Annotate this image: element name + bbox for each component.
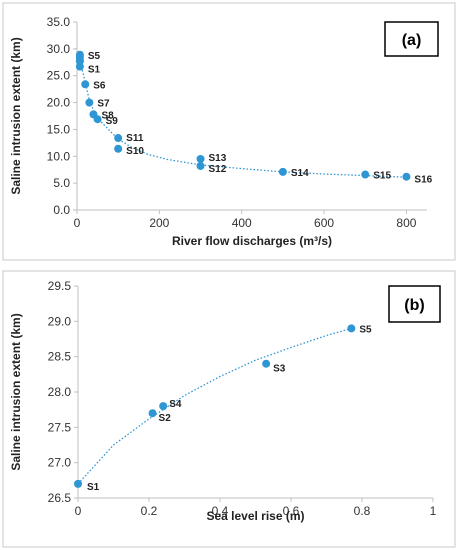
- panel-b-y-tick-label: 28.0: [48, 385, 72, 399]
- panel-a-point-label-s5: S5: [88, 51, 101, 62]
- panel-a-point-s9: [93, 115, 102, 124]
- panel-a-x-tick-label: 0: [74, 216, 81, 230]
- panel-b-y-tick-label: 27.0: [48, 456, 72, 470]
- panel-b-point-label-s4: S4: [169, 399, 182, 410]
- panel-b-x-tick-label: 0.6: [283, 504, 300, 518]
- panel-b-x-tick-label: 0.8: [354, 504, 371, 518]
- panel-a-point-label-s9: S9: [106, 116, 119, 127]
- panel-b-y-tick-label: 29.5: [48, 279, 72, 293]
- panel-b-x-tick-label: 0.2: [141, 504, 158, 518]
- panel-a-point-s1: [75, 62, 84, 71]
- panel-b-tag-box: [388, 285, 441, 323]
- panel-a-y-tick-label: 30.0: [47, 42, 71, 56]
- panel-a-x-tick-label: 400: [232, 216, 252, 230]
- panel-a-point-label-s13: S13: [209, 153, 227, 164]
- panel-a-y-tick-label: 15.0: [47, 122, 71, 136]
- panel-a-point-label-s16: S16: [414, 175, 432, 186]
- panel-b-y-axis-title: Saline intrusion extent (km): [9, 313, 23, 470]
- panel-a-point-s14: [278, 167, 287, 176]
- panel-a-y-tick-label: 20.0: [47, 96, 71, 110]
- panel-b-point-label-s2: S2: [159, 413, 172, 424]
- panel-b-x-tick-label: 0.4: [212, 504, 229, 518]
- panel-a-point-s13: [196, 154, 205, 163]
- panel-a-x-tick-label: 200: [149, 216, 169, 230]
- panel-a-point-s12: [196, 161, 205, 170]
- panel-a-y-tick-label: 10.0: [47, 149, 71, 163]
- panel-b-y-tick-label: 29.0: [48, 314, 72, 328]
- panel-a-point-label-s6: S6: [93, 80, 106, 91]
- panel-b-point-s4: [159, 402, 168, 411]
- panel-a-tag-box: [384, 21, 439, 57]
- panel-b-point-label-s5: S5: [359, 324, 372, 335]
- panel-a-point-s16: [402, 172, 411, 181]
- panel-b-x-tick-label: 0: [75, 504, 82, 518]
- panel-b-x-tick-label: 1: [430, 504, 437, 518]
- panel-b-point-label-s1: S1: [87, 482, 100, 493]
- panel-a-point-label-s11: S11: [126, 133, 144, 144]
- panel-b-y-tick-label: 26.5: [48, 491, 72, 505]
- panel-a-point-label-s15: S15: [373, 171, 391, 182]
- panel-a-point-label-s14: S14: [291, 168, 309, 179]
- panel-b-point-s5: [347, 324, 356, 333]
- panel-a-point-label-s12: S12: [209, 164, 227, 175]
- panel-a-y-tick-label: 25.0: [47, 69, 71, 83]
- panel-a-trendline: [78, 56, 407, 178]
- panel-a-point-s7: [85, 98, 94, 107]
- panel-a-y-tick-label: 5.0: [53, 176, 70, 190]
- panel-a-y-axis-title: Saline intrusion extent (km): [9, 37, 23, 194]
- panel-a-point-s10: [114, 144, 123, 153]
- panel-a-point-label-s1: S1: [88, 65, 101, 76]
- panel-b-trendline: [77, 327, 352, 485]
- panel-b-point-label-s3: S3: [273, 364, 286, 375]
- panel-a-y-tick-label: 35.0: [47, 15, 71, 29]
- panel-b-point-s2: [148, 409, 157, 418]
- panel-b-y-tick-label: 27.5: [48, 420, 72, 434]
- panel-b-frame: [2, 270, 456, 548]
- panel-a-point-label-s10: S10: [126, 146, 144, 157]
- panel-b-tag-label: (b): [404, 297, 424, 314]
- panel-a-x-tick-label: 600: [314, 216, 334, 230]
- panel-a-tag-label: (a): [402, 32, 422, 49]
- panel-b-point-s3: [262, 359, 271, 368]
- panel-a-x-tick-label: 800: [396, 216, 416, 230]
- panel-a-x-axis-title: River flow discharges (m³/s): [172, 234, 332, 248]
- panel-a-point-s11: [114, 134, 123, 143]
- panel-a-point-s6: [81, 80, 90, 89]
- panel-b-x-axis-title: Sea level rise (m): [206, 509, 304, 523]
- panel-b-y-tick-label: 28.5: [48, 350, 72, 364]
- panel-a-y-tick-label: 0.0: [53, 203, 70, 217]
- panel-b-point-s1: [74, 479, 82, 488]
- panel-a-frame: [2, 2, 456, 261]
- panel-a-point-label-s8: S8: [101, 110, 114, 121]
- panel-a-point-s15: [361, 170, 370, 179]
- panel-a-point-label-s7: S7: [97, 99, 110, 110]
